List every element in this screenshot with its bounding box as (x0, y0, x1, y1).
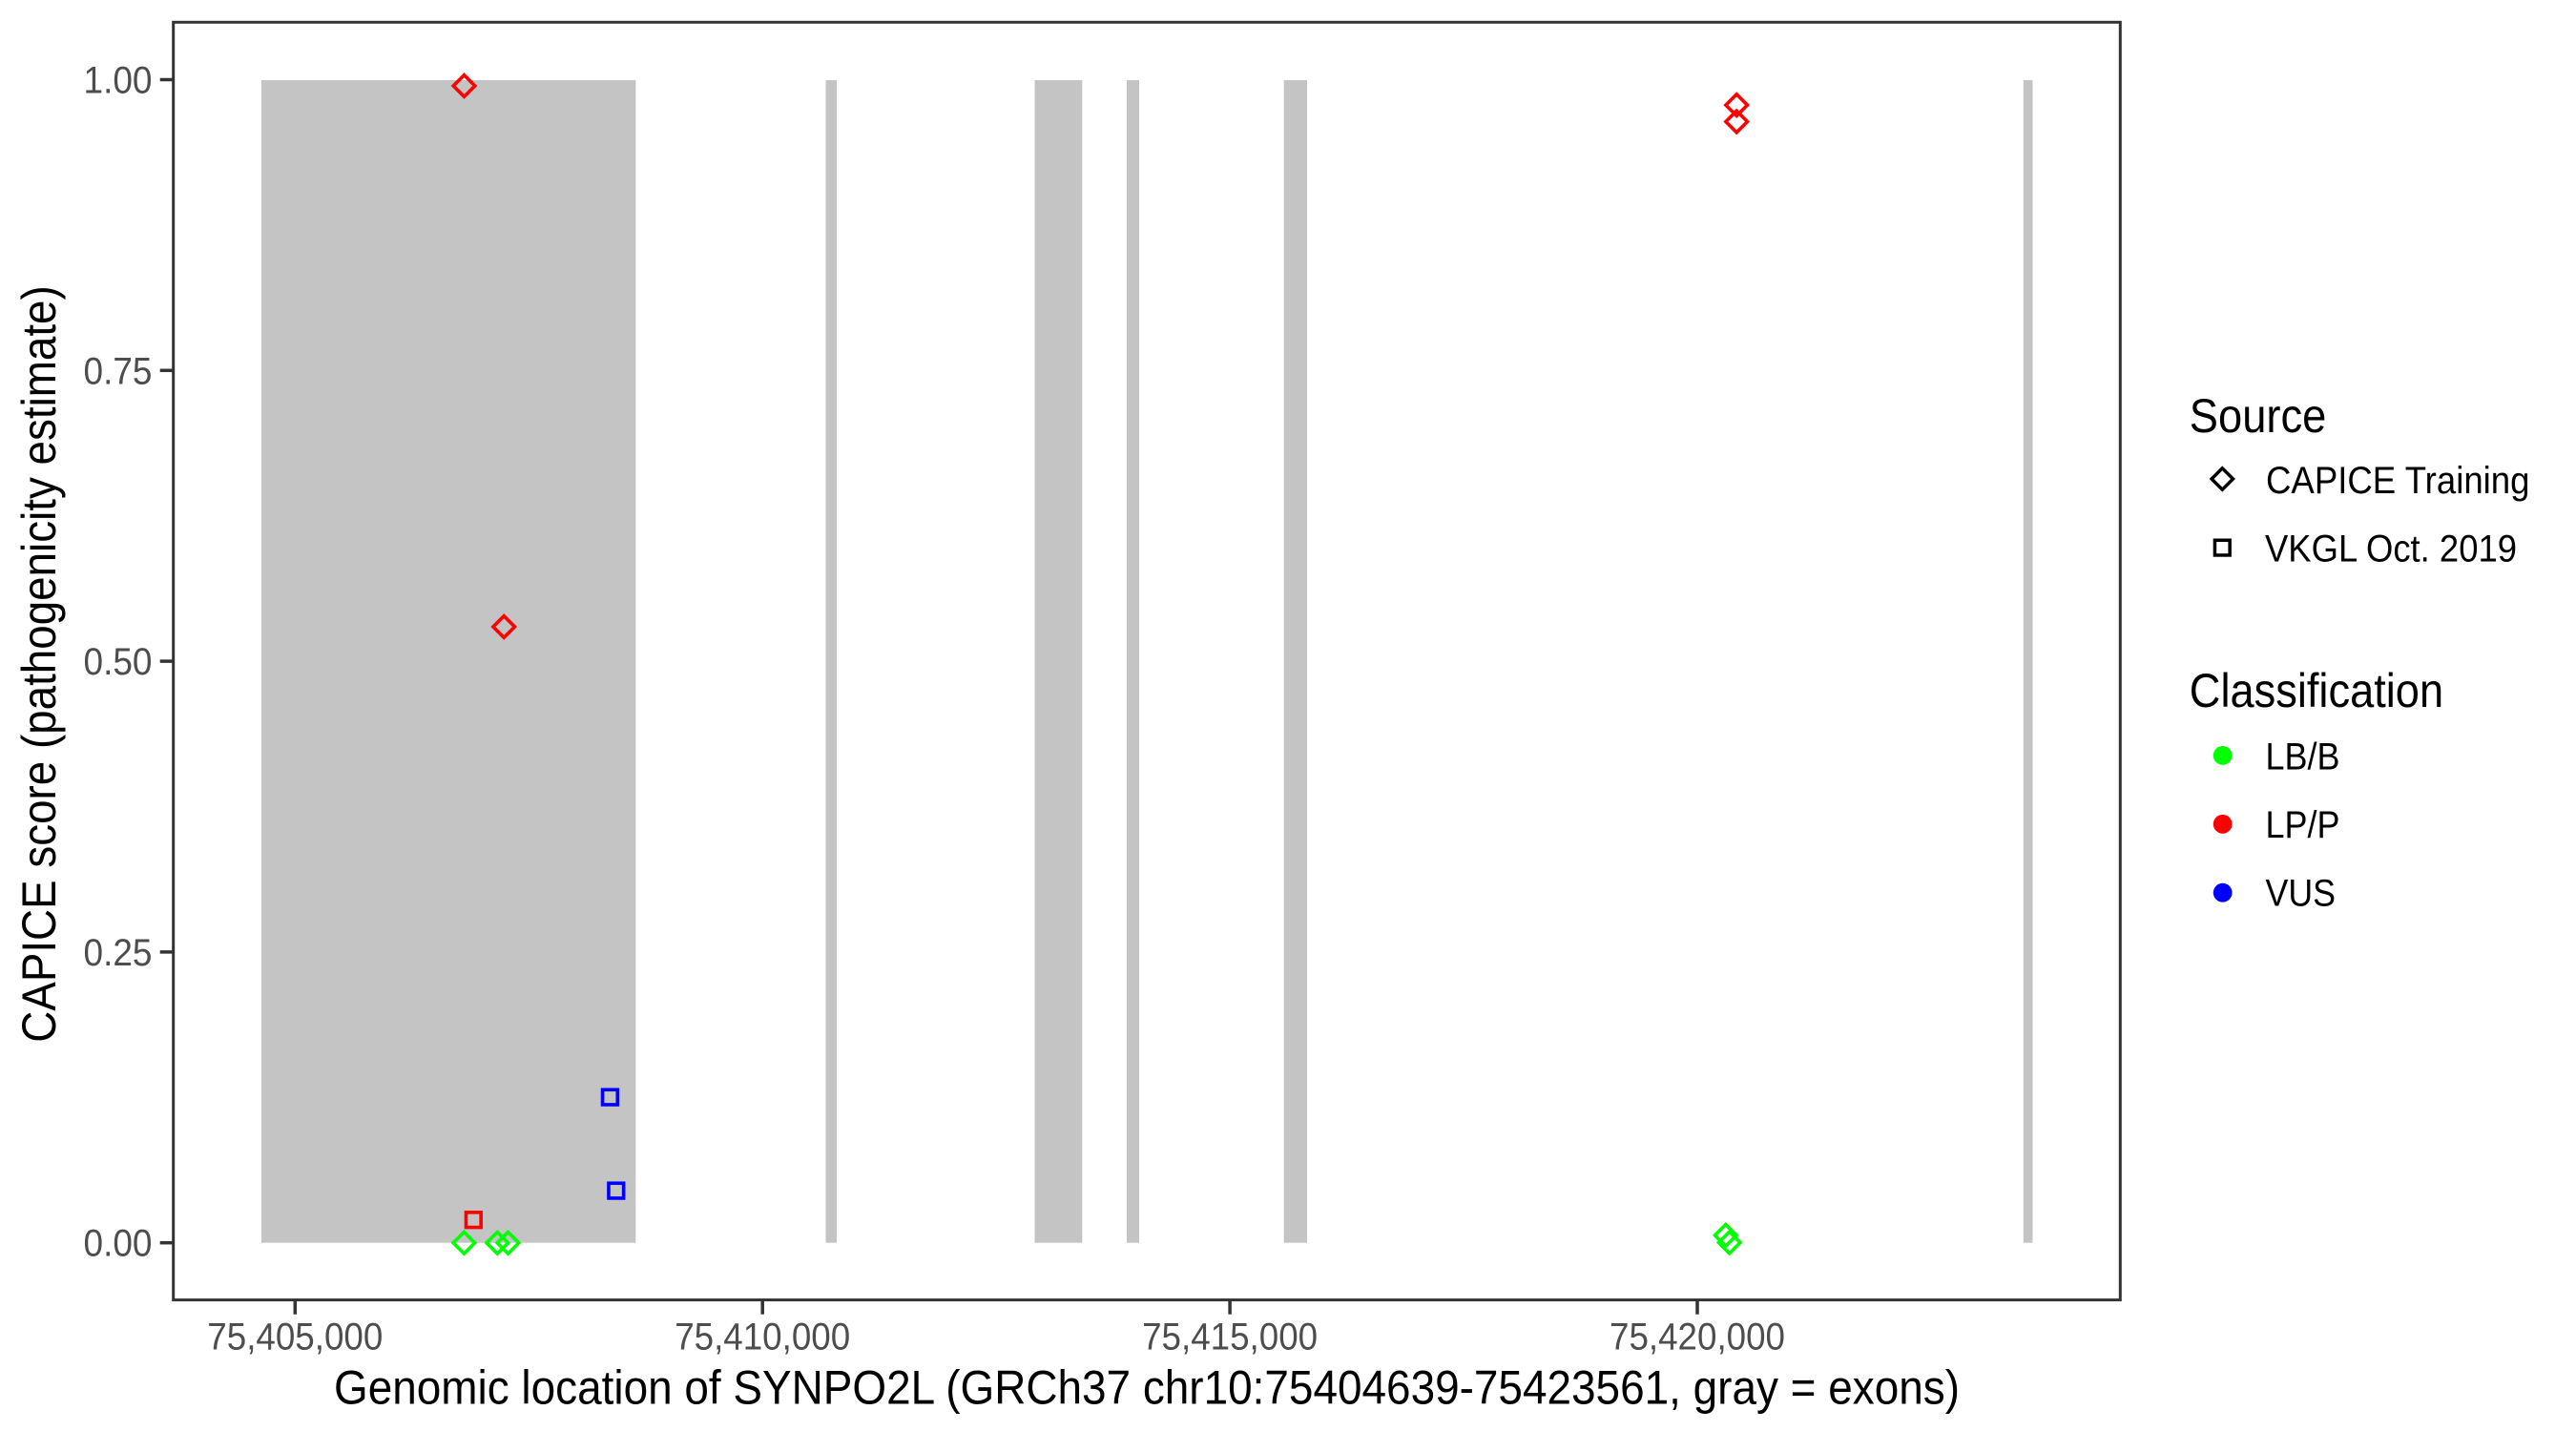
svg-text:0.50: 0.50 (84, 641, 153, 683)
svg-text:VKGL Oct. 2019: VKGL Oct. 2019 (2265, 529, 2517, 570)
svg-text:CAPICE Training: CAPICE Training (2266, 460, 2530, 502)
svg-text:0.25: 0.25 (84, 932, 153, 974)
svg-text:75,420,000: 75,420,000 (1610, 1317, 1785, 1358)
svg-text:LP/P: LP/P (2266, 804, 2340, 846)
svg-text:VUS: VUS (2266, 873, 2337, 915)
svg-text:75,405,000: 75,405,000 (207, 1317, 383, 1358)
svg-text:75,415,000: 75,415,000 (1142, 1317, 1318, 1358)
svg-text:Classification: Classification (2190, 664, 2443, 717)
svg-text:1.00: 1.00 (84, 60, 153, 102)
svg-text:75,410,000: 75,410,000 (675, 1317, 850, 1358)
svg-text:0.75: 0.75 (84, 350, 153, 392)
svg-text:CAPICE score (pathogenicity es: CAPICE score (pathogenicity estimate) (12, 285, 66, 1043)
svg-text:LB/B: LB/B (2266, 736, 2340, 778)
svg-text:Genomic location of SYNPO2L (G: Genomic location of SYNPO2L (GRCh37 chr1… (334, 1361, 1960, 1415)
svg-text:Source: Source (2190, 389, 2327, 443)
svg-text:0.00: 0.00 (84, 1223, 153, 1265)
